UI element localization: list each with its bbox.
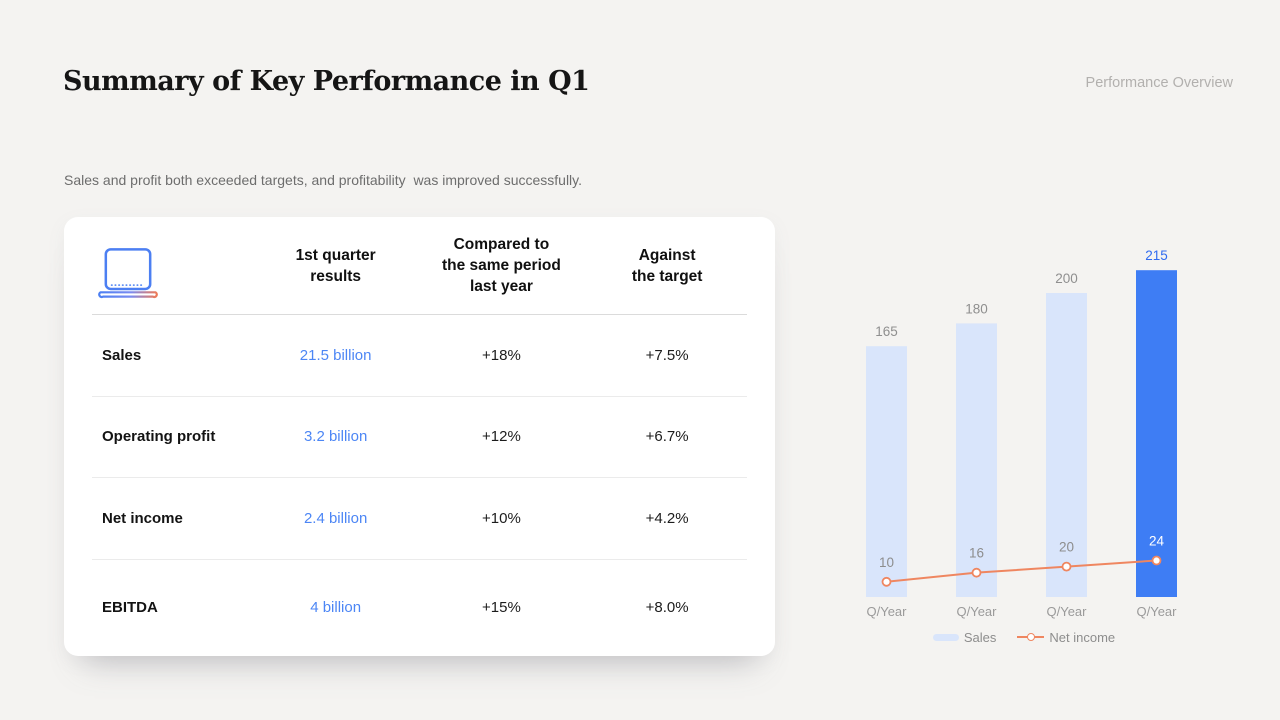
- page-title: Summary of Key Performance in Q1: [63, 66, 590, 97]
- column-header-yoy: Compared to the same period last year: [441, 236, 561, 295]
- row-label: Net income: [102, 509, 183, 527]
- chart-canvas: 165 Q/Year 180 Q/Year 200 Q/Year 215 Q/Year 10 16…: [866, 248, 1178, 619]
- table-row-ebitda: EBITDA 4 billion +15% +8.0%: [92, 560, 747, 656]
- legend-label-sales: Sales: [963, 629, 997, 645]
- table-row-net-income: Net income 2.4 billion +10% +4.2%: [92, 478, 747, 560]
- bar-value-label: 215: [1145, 248, 1168, 263]
- sales-bar: [1046, 293, 1087, 597]
- target-value: +4.2%: [645, 509, 689, 527]
- net-income-point: [881, 576, 892, 587]
- chart-legend: Sales Net income: [846, 627, 1178, 647]
- yoy-value: +15%: [482, 599, 521, 616]
- result-value: 2.4 billion: [303, 509, 368, 527]
- column-header-results: 1st quarter results: [295, 246, 376, 285]
- net-income-point: [1151, 555, 1162, 566]
- legend-item-sales: Sales: [932, 629, 997, 645]
- net-income-point: [1061, 561, 1072, 572]
- summary-card: 1st quarter results Compared to the same…: [64, 217, 775, 656]
- row-label: Operating profit: [102, 428, 216, 446]
- x-axis-label: Q/Year: [867, 604, 908, 619]
- bar-value-label: 165: [875, 324, 898, 339]
- table-row-operating-profit: Operating profit 3.2 billion +12% +6.7%: [92, 397, 747, 478]
- x-axis-label: Q/Year: [957, 604, 998, 619]
- table-header-row: 1st quarter results Compared to the same…: [92, 217, 747, 315]
- result-value: 3.2 billion: [303, 428, 368, 446]
- net-income-point: [971, 567, 982, 578]
- target-value: +6.7%: [645, 428, 689, 446]
- target-value: +7.5%: [645, 346, 689, 364]
- yoy-value: +12%: [482, 428, 521, 446]
- net-income-label: 20: [1059, 540, 1074, 555]
- sales-bar: [1136, 270, 1177, 597]
- net-income-label: 16: [969, 546, 984, 561]
- legend-item-net-income: Net income: [1017, 630, 1115, 645]
- sales-bar: [866, 346, 907, 597]
- bar-value-label: 180: [965, 301, 988, 316]
- table-body: Sales 21.5 billion +18% +7.5% Operating …: [92, 315, 747, 656]
- net-income-label: 10: [879, 555, 894, 570]
- net-income-line: [886, 559, 1157, 583]
- yoy-value: +10%: [482, 509, 521, 527]
- result-value: 4 billion: [310, 599, 362, 616]
- laptop-bar-chart-icon: [98, 248, 158, 299]
- subtitle: Sales and profit both exceeded targets, …: [64, 172, 583, 188]
- net-income-marker-icon: [1017, 633, 1045, 641]
- target-value: +8.0%: [645, 599, 689, 616]
- x-axis-label: Q/Year: [1137, 604, 1178, 619]
- row-label: Sales: [102, 346, 142, 364]
- sales-bar: [956, 323, 997, 597]
- yoy-value: +18%: [482, 346, 521, 364]
- legend-label-net-income: Net income: [1049, 629, 1116, 645]
- performance-chart: 165 Q/Year 180 Q/Year 200 Q/Year 215 Q/Year 10 16…: [846, 245, 1178, 660]
- result-value: 21.5 billion: [299, 346, 372, 364]
- row-label: EBITDA: [102, 599, 158, 616]
- bar-value-label: 200: [1055, 271, 1078, 286]
- header-right-label: Performance Overview: [1085, 75, 1233, 91]
- net-income-label: 24: [1149, 534, 1165, 549]
- table-row-sales: Sales 21.5 billion +18% +7.5%: [92, 315, 747, 397]
- x-axis-label: Q/Year: [1047, 604, 1088, 619]
- sales-swatch-icon: [932, 633, 959, 641]
- column-header-target: Against the target: [631, 246, 703, 285]
